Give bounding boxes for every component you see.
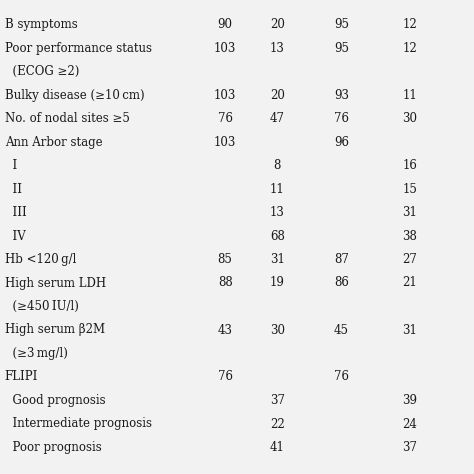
Text: 76: 76: [218, 371, 233, 383]
Text: (ECOG ≥2): (ECOG ≥2): [5, 65, 79, 78]
Text: 41: 41: [270, 441, 285, 454]
Text: 30: 30: [402, 112, 418, 125]
Text: 15: 15: [402, 182, 418, 195]
Text: II: II: [5, 182, 22, 195]
Text: III: III: [5, 206, 27, 219]
Text: High serum β2M: High serum β2M: [5, 323, 105, 337]
Text: 47: 47: [270, 112, 285, 125]
Text: 8: 8: [273, 159, 281, 172]
Text: 76: 76: [334, 371, 349, 383]
Text: 76: 76: [218, 112, 233, 125]
Text: FLIPI: FLIPI: [5, 371, 38, 383]
Text: 12: 12: [402, 42, 418, 55]
Text: I: I: [5, 159, 17, 172]
Text: 19: 19: [270, 276, 285, 290]
Text: 88: 88: [218, 276, 233, 290]
Text: No. of nodal sites ≥5: No. of nodal sites ≥5: [5, 112, 129, 125]
Text: 96: 96: [334, 136, 349, 148]
Text: 11: 11: [270, 182, 285, 195]
Text: 90: 90: [218, 18, 233, 31]
Text: 103: 103: [214, 136, 237, 148]
Text: Intermediate prognosis: Intermediate prognosis: [5, 418, 152, 430]
Text: 22: 22: [270, 418, 285, 430]
Text: 20: 20: [270, 18, 285, 31]
Text: (≥3 mg/l): (≥3 mg/l): [5, 347, 68, 360]
Text: 85: 85: [218, 253, 233, 266]
Text: 95: 95: [334, 42, 349, 55]
Text: 11: 11: [402, 89, 418, 101]
Text: IV: IV: [5, 229, 26, 243]
Text: 37: 37: [402, 441, 418, 454]
Text: 39: 39: [402, 394, 418, 407]
Text: 13: 13: [270, 206, 285, 219]
Text: 38: 38: [402, 229, 418, 243]
Text: 76: 76: [334, 112, 349, 125]
Text: 93: 93: [334, 89, 349, 101]
Text: 43: 43: [218, 323, 233, 337]
Text: 68: 68: [270, 229, 285, 243]
Text: 13: 13: [270, 42, 285, 55]
Text: 45: 45: [334, 323, 349, 337]
Text: Good prognosis: Good prognosis: [5, 394, 105, 407]
Text: High serum LDH: High serum LDH: [5, 276, 106, 290]
Text: (≥450 IU/l): (≥450 IU/l): [5, 300, 79, 313]
Text: 16: 16: [402, 159, 418, 172]
Text: 87: 87: [334, 253, 349, 266]
Text: 103: 103: [214, 89, 237, 101]
Text: 27: 27: [402, 253, 418, 266]
Text: Ann Arbor stage: Ann Arbor stage: [5, 136, 102, 148]
Text: 20: 20: [270, 89, 285, 101]
Text: B symptoms: B symptoms: [5, 18, 77, 31]
Text: 12: 12: [402, 18, 418, 31]
Text: 31: 31: [402, 206, 418, 219]
Text: 24: 24: [402, 418, 418, 430]
Text: 103: 103: [214, 42, 237, 55]
Text: 31: 31: [402, 323, 418, 337]
Text: 31: 31: [270, 253, 285, 266]
Text: 37: 37: [270, 394, 285, 407]
Text: 21: 21: [402, 276, 418, 290]
Text: Bulky disease (≥10 cm): Bulky disease (≥10 cm): [5, 89, 145, 101]
Text: 30: 30: [270, 323, 285, 337]
Text: 95: 95: [334, 18, 349, 31]
Text: Poor performance status: Poor performance status: [5, 42, 152, 55]
Text: Poor prognosis: Poor prognosis: [5, 441, 101, 454]
Text: 86: 86: [334, 276, 349, 290]
Text: Hb <120 g/l: Hb <120 g/l: [5, 253, 76, 266]
